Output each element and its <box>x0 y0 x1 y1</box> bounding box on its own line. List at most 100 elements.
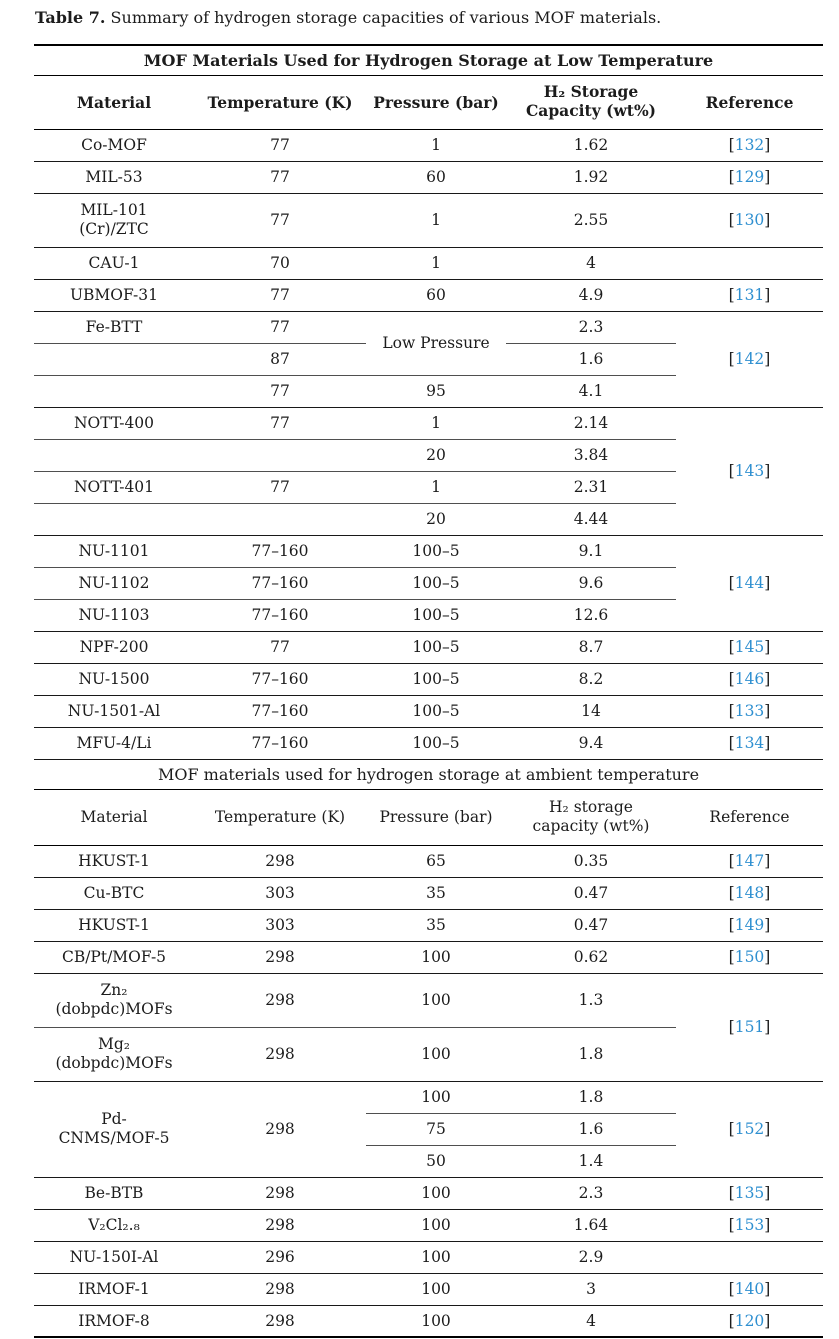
table-row: NU-1500 77–160 100–5 8.2 [146] <box>34 663 824 696</box>
capacity-cell: 0.47 <box>506 877 676 910</box>
citation-link[interactable]: [120] <box>729 1312 771 1330</box>
table-row: MFU-4/Li 77–160 100–5 9.4 [134] <box>34 727 824 760</box>
material-cell: NU-1500 <box>34 663 194 696</box>
capacity-cell: 9.6 <box>506 567 676 600</box>
temperature-cell: 303 <box>194 909 366 942</box>
citation-link[interactable]: [133] <box>729 702 771 720</box>
reference-cell: [142] <box>676 311 824 408</box>
capacity-cell: 2.14 <box>506 407 676 440</box>
table-caption-number: Table 7. <box>35 8 106 27</box>
bracket-close: ] <box>764 136 771 154</box>
capacity-cell: 4 <box>506 247 676 280</box>
temperature-cell: 77 <box>194 311 366 344</box>
temperature-cell: 298 <box>194 1305 366 1338</box>
table-row: CB/Pt/MOF-5 298 100 0.62 [150] <box>34 941 824 974</box>
citation-link[interactable]: [134] <box>729 734 771 752</box>
temperature-cell: 77 <box>194 631 366 664</box>
pressure-cell: 100–5 <box>366 567 506 600</box>
temperature-cell: 77 <box>194 375 366 408</box>
table-row: Fe-BTT 77 Low Pressure 2.3 [142] <box>34 311 824 408</box>
pressure-cell: 60 <box>366 279 506 312</box>
citation-link[interactable]: [132] <box>729 136 771 154</box>
temperature-cell: 296 <box>194 1241 366 1274</box>
citation-number: 132 <box>734 136 765 154</box>
citation-link[interactable]: [145] <box>729 638 771 656</box>
citation-link[interactable]: [131] <box>729 286 771 304</box>
reference-cell: [144] <box>676 535 824 632</box>
capacity-cell: 4.44 <box>506 503 676 536</box>
material-cell: CAU-1 <box>34 247 194 280</box>
material-cell: CB/Pt/MOF-5 <box>34 941 194 974</box>
bracket-open: [ <box>728 1120 735 1138</box>
pressure-cell: 100–5 <box>366 599 506 632</box>
citation-link[interactable]: [150] <box>729 948 771 966</box>
table-row: 20 4.44 <box>34 503 823 536</box>
material-cell <box>34 343 194 376</box>
citation-number: 152 <box>734 1120 765 1138</box>
table-header-row: Material Temperature (K) Pressure (bar) … <box>34 789 824 846</box>
table-row: IRMOF-1 298 100 3 [140] <box>34 1273 824 1306</box>
bracket-close: ] <box>764 948 771 966</box>
bracket-close: ] <box>764 286 771 304</box>
table-row: Pd- CNMS/MOF-5 298 100 1.8 [152] <box>34 1081 824 1178</box>
capacity-cell: 4.1 <box>506 375 676 408</box>
citation-link[interactable]: [135] <box>729 1184 771 1202</box>
bracket-close: ] <box>764 884 771 902</box>
temperature-cell: 77–160 <box>194 535 366 568</box>
table-row: 75 1.6 <box>34 1113 823 1146</box>
table-row: Cu-BTC 303 35 0.47 [148] <box>34 877 824 910</box>
pressure-cell: 100 <box>366 1027 506 1082</box>
pressure-cell: 100 <box>366 1209 506 1242</box>
bracket-open: [ <box>728 734 735 752</box>
temperature-cell: 77–160 <box>194 599 366 632</box>
citation-number: 149 <box>734 916 765 934</box>
capacity-cell: 9.1 <box>506 535 676 568</box>
material-cell: NU-1102 <box>34 567 194 600</box>
bracket-open: [ <box>728 136 735 154</box>
citation-link[interactable]: [148] <box>729 884 771 902</box>
material-cell: Mg₂ (dobpdc)MOFs <box>34 1027 194 1082</box>
citation-link[interactable]: [129] <box>729 168 771 186</box>
table-row: NU-150I-Al 296 100 2.9 <box>34 1241 824 1274</box>
reference-cell: [135] <box>676 1177 824 1210</box>
table-row: HKUST-1 298 65 0.35 [147] <box>34 845 824 878</box>
citation-link[interactable]: [146] <box>729 670 771 688</box>
citation-link[interactable]: [143] <box>729 462 771 480</box>
citation-link[interactable]: [147] <box>729 852 771 870</box>
section2-title: MOF materials used for hydrogen storage … <box>34 759 824 790</box>
bracket-open: [ <box>728 670 735 688</box>
citation-number: 142 <box>734 350 765 368</box>
citation-link[interactable]: [140] <box>729 1280 771 1298</box>
bracket-close: ] <box>764 1280 771 1298</box>
capacity-cell: 8.7 <box>506 631 676 664</box>
pressure-cell: 100–5 <box>366 695 506 728</box>
table-row: NU-1501-Al 77–160 100–5 14 [133] <box>34 695 824 728</box>
material-cell: IRMOF-1 <box>34 1273 194 1306</box>
bracket-close: ] <box>764 916 771 934</box>
header-capacity: H₂ Storage Capacity (wt%) <box>506 75 676 130</box>
temperature-cell: 298 <box>194 1209 366 1242</box>
temperature-cell: 87 <box>194 343 366 376</box>
citation-number: 146 <box>734 670 765 688</box>
citation-link[interactable]: [130] <box>729 211 771 229</box>
temperature-cell: 298 <box>194 1177 366 1210</box>
material-cell: Co-MOF <box>34 129 194 162</box>
material-cell: NU-150I-Al <box>34 1241 194 1274</box>
pressure-cell: 75 <box>366 1113 506 1146</box>
pressure-cell: 1 <box>366 407 506 440</box>
citation-number: 145 <box>734 638 765 656</box>
table-row: NU-1103 77–160 100–5 12.6 <box>34 599 823 632</box>
bracket-open: [ <box>728 852 735 870</box>
pressure-cell: 1 <box>366 471 506 504</box>
citation-link[interactable]: [151] <box>729 1018 771 1036</box>
pressure-cell: 100 <box>366 1273 506 1306</box>
pressure-cell: 100–5 <box>366 535 506 568</box>
citation-link[interactable]: [153] <box>729 1216 771 1234</box>
citation-link[interactable]: [149] <box>729 916 771 934</box>
citation-link[interactable]: [142] <box>729 350 771 368</box>
citation-link[interactable]: [152] <box>729 1120 771 1138</box>
capacity-cell: 0.62 <box>506 941 676 974</box>
table-row: Co-MOF 77 1 1.62 [132] <box>34 129 824 162</box>
citation-number: 133 <box>734 702 765 720</box>
citation-link[interactable]: [144] <box>729 574 771 592</box>
